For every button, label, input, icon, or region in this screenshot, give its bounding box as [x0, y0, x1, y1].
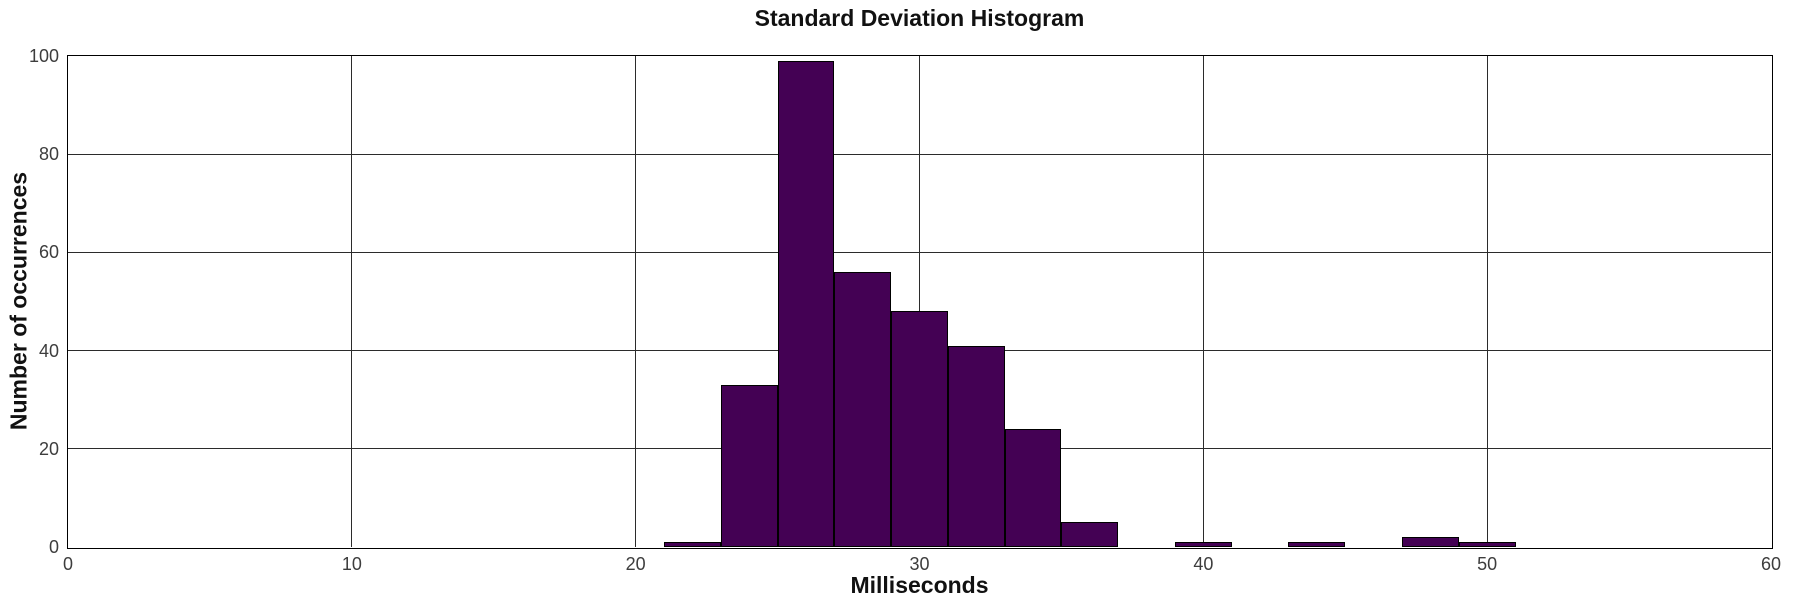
x-gridline [918, 56, 921, 547]
x-tick-labels: 0 10 20 30 40 50 60 [63, 554, 1781, 576]
x-gridline [351, 56, 353, 547]
x-axis-label: Milliseconds [850, 572, 989, 598]
chart-title: Standard Deviation Histogram [754, 5, 1085, 31]
histogram-bar [720, 384, 778, 547]
histogram-bar [664, 542, 721, 547]
y-tick-label: 0 [48, 537, 59, 557]
x-tick-label: 30 [909, 554, 930, 574]
histogram-bar [834, 272, 892, 547]
histogram-bar [1288, 542, 1346, 547]
plot-area [66, 54, 1773, 549]
x-tick-label: 20 [625, 554, 646, 574]
x-tick-label: 60 [1760, 554, 1782, 574]
x-gridline [635, 56, 637, 547]
histogram-bar [1174, 542, 1232, 547]
x-tick-label: 0 [62, 554, 74, 574]
x-tick-label: 10 [341, 554, 362, 574]
y-tick-label: 60 [38, 242, 59, 263]
histogram-bar [891, 311, 948, 547]
x-gridline [1202, 56, 1204, 547]
histogram-bar [1061, 522, 1119, 547]
x-tick-label: 40 [1193, 554, 1214, 574]
histogram-bar [947, 345, 1005, 547]
x-gridline [1486, 56, 1488, 547]
histogram-bar [1004, 429, 1062, 547]
x-tick-label: 50 [1477, 554, 1498, 574]
histogram-bar [1402, 537, 1459, 547]
y-tick-label: 20 [38, 438, 59, 459]
y-gridline [68, 251, 1771, 253]
y-tick-label: 40 [38, 340, 59, 361]
histogram-bar [777, 60, 835, 547]
histogram-bar [1458, 542, 1516, 547]
y-tick-label: 80 [38, 144, 59, 165]
y-tick-labels: 0 20 40 60 80 100 [0, 46, 59, 557]
y-gridline [68, 153, 1771, 155]
y-tick-label: 100 [28, 46, 59, 66]
